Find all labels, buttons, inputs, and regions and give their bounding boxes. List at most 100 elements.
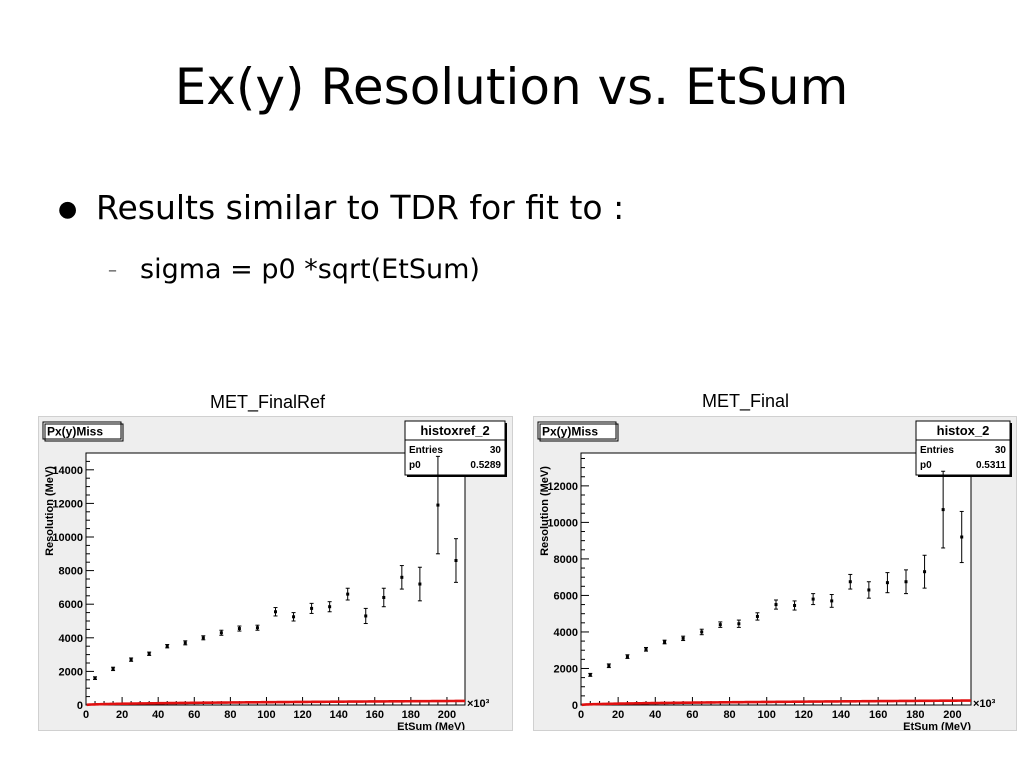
data-point <box>382 595 386 599</box>
resolution-chart-left: Px(y)Miss histoxref_2 Entries 30 p0 0.5289 0 20… <box>42 420 507 733</box>
stats-p0-label: p0 <box>409 460 421 471</box>
x-tick-label: 160 <box>366 709 384 721</box>
fit-curve <box>86 699 466 707</box>
hist-title-shadow <box>539 423 619 442</box>
x-multiplier: ×10³ <box>973 698 996 710</box>
y-tick-label: 4000 <box>59 633 83 645</box>
hist-title: Px(y)Miss <box>542 425 598 439</box>
plot-frame <box>580 452 972 706</box>
data-point <box>183 641 187 645</box>
data-point <box>147 652 151 656</box>
hist-title-shadow <box>44 423 124 442</box>
data-point <box>663 640 667 644</box>
data-point <box>774 603 778 607</box>
bullet-text: Results similar to TDR for fit to : <box>96 188 625 227</box>
x-tick-label: 60 <box>686 709 698 721</box>
data-point <box>848 580 852 584</box>
x-multiplier: ×10³ <box>467 698 490 710</box>
stats-p0-label: p0 <box>920 460 932 471</box>
y-tick-label: 0 <box>77 700 83 712</box>
hist-title: Px(y)Miss <box>47 425 103 439</box>
x-tick-label: 200 <box>943 709 961 721</box>
x-tick-label: 20 <box>612 709 624 721</box>
sub-bullet-text: sigma = p0 *sqrt(EtSum) <box>140 254 480 285</box>
stats-box <box>404 420 506 476</box>
hist-title-box <box>42 421 122 440</box>
x-tick-label: 180 <box>402 709 420 721</box>
y-tick-label: 14000 <box>52 465 83 477</box>
slide-title: Ex(y) Resolution vs. EtSum <box>174 58 849 116</box>
data-point <box>201 636 205 640</box>
x-tick-label: 180 <box>906 709 924 721</box>
data-point <box>255 626 259 630</box>
y-axis-label: Resolution (MeV) <box>44 466 56 556</box>
x-tick-label: 40 <box>649 709 661 721</box>
x-tick-label: 140 <box>329 709 347 721</box>
x-tick-label: 100 <box>758 709 776 721</box>
data-point <box>737 622 741 626</box>
data-point <box>93 676 97 680</box>
chart-caption-right: MET_Final <box>702 391 790 411</box>
x-tick-label: 120 <box>293 709 311 721</box>
data-point <box>165 644 169 648</box>
data-point <box>867 588 871 592</box>
data-point <box>700 630 704 634</box>
y-tick-label: 10000 <box>52 532 83 544</box>
data-point <box>346 592 350 596</box>
data-point <box>219 631 223 635</box>
chart-caption-left: MET_FinalRef <box>210 392 326 412</box>
x-tick-label: 80 <box>723 709 735 721</box>
resolution-chart-right: Px(y)Miss histox_2 Entries 30 p0 0.5311 0 20 40 6… <box>537 420 1012 733</box>
x-tick-label: 120 <box>795 709 813 721</box>
stats-p0-value: 0.5311 <box>976 460 1006 471</box>
data-point <box>681 636 685 640</box>
data-point <box>625 655 629 659</box>
data-point <box>274 610 277 614</box>
x-tick-label: 100 <box>257 709 275 721</box>
x-tick-label: 0 <box>83 709 89 721</box>
sub-bullet-item: – sigma = p0 *sqrt(EtSum) <box>108 254 480 285</box>
data-point <box>923 570 927 574</box>
data-point <box>364 614 368 618</box>
data-point <box>644 647 648 651</box>
data-point <box>111 667 115 671</box>
y-tick-label: 2000 <box>59 666 83 678</box>
x-tick-label: 60 <box>188 709 200 721</box>
data-point <box>904 580 908 584</box>
y-tick-label: 12000 <box>52 498 83 510</box>
data-point <box>328 605 332 609</box>
stats-name: histoxref_2 <box>420 423 489 438</box>
chart-panel-left: Px(y)Miss histoxref_2 Entries 30 p0 0.5289 0 20… <box>38 416 513 733</box>
plot-frame <box>85 452 466 706</box>
bullet-dot-icon: ● <box>58 197 78 222</box>
stats-entries-label: Entries <box>409 445 443 456</box>
x-tick-label: 140 <box>832 709 850 721</box>
y-tick-label: 12000 <box>547 481 578 493</box>
data-point <box>960 535 964 539</box>
stats-box <box>915 420 1011 476</box>
y-tick-label: 8000 <box>59 566 83 578</box>
fit-curve <box>581 699 971 707</box>
x-tick-label: 160 <box>869 709 887 721</box>
data-point <box>310 606 314 610</box>
data-point <box>454 559 458 563</box>
stats-p0-value: 0.5289 <box>470 460 501 471</box>
y-tick-label: 10000 <box>547 517 578 529</box>
y-tick-label: 0 <box>572 700 578 712</box>
stats-name: histox_2 <box>937 423 990 438</box>
data-point <box>941 508 945 512</box>
data-point <box>793 603 797 607</box>
data-point <box>292 615 296 619</box>
x-axis-label: EtSum (MeV) <box>903 721 971 730</box>
y-tick-label: 4000 <box>554 627 578 639</box>
data-point <box>718 623 722 627</box>
data-point <box>755 614 759 618</box>
data-point <box>811 597 815 601</box>
stats-entries-label: Entries <box>920 445 954 456</box>
dash-icon: – <box>108 260 117 281</box>
data-point <box>885 581 889 585</box>
bullet-item: ● Results similar to TDR for fit to : <box>58 188 624 227</box>
x-tick-label: 20 <box>116 709 128 721</box>
x-tick-label: 200 <box>438 709 456 721</box>
stats-entries-value: 30 <box>995 445 1007 456</box>
